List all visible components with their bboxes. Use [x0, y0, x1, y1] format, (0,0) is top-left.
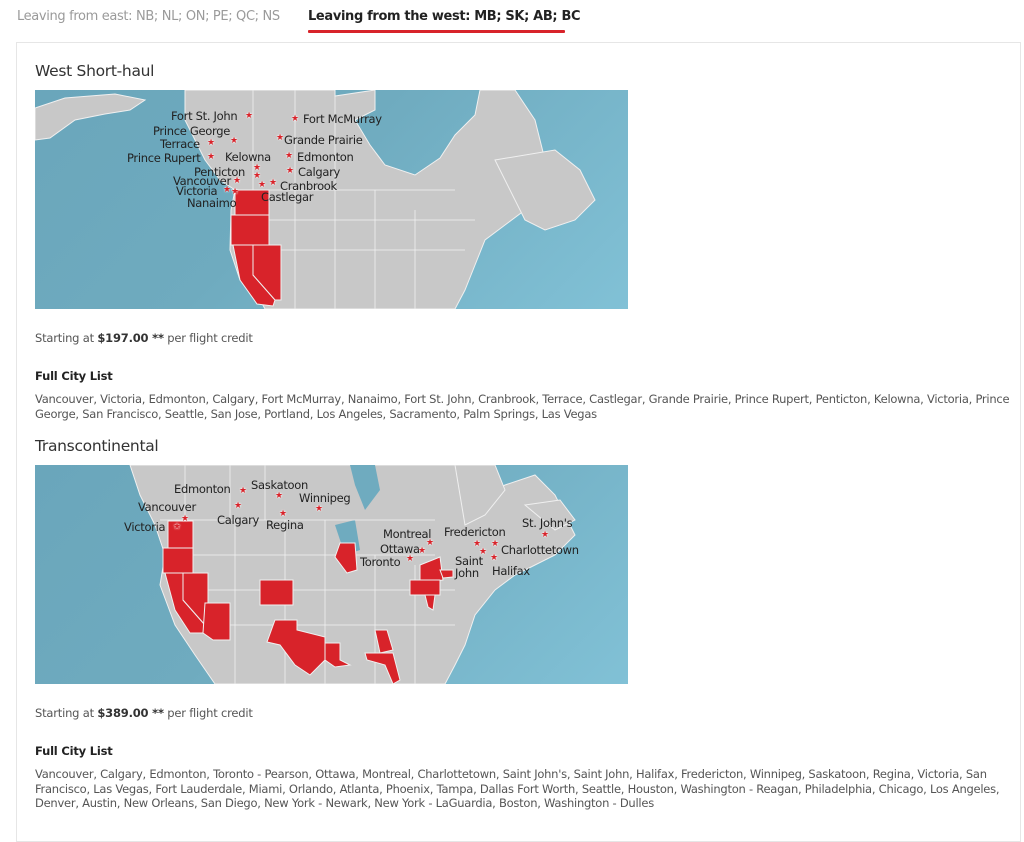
map-label: Winnipeg — [299, 491, 351, 505]
map-label: Penticton — [194, 165, 246, 179]
city-star-icon: ★ — [253, 171, 262, 181]
map-label: Vancouver — [138, 500, 196, 514]
map-label: Victoria — [124, 520, 166, 534]
map-label: Edmonton — [297, 150, 354, 164]
tab-leaving-from-west[interactable]: Leaving from the west: MB; SK; AB; BC — [308, 9, 581, 24]
city-star-icon: ★ — [275, 491, 284, 501]
full-city-list-text: Vancouver, Victoria, Edmonton, Calgary, … — [35, 392, 1010, 421]
map-label: Cranbrook — [280, 179, 337, 193]
map-label: Grande Prairie — [284, 133, 363, 147]
map-label: Prince Rupert — [127, 151, 201, 165]
city-star-icon: ★ — [230, 136, 239, 146]
map-label: Edmonton — [174, 482, 231, 496]
map-west-short-haul: Fort St. John ★ ★ Fort McMurray Prince G… — [35, 90, 628, 309]
map-label: Ottawa — [380, 542, 420, 556]
city-star-icon: ★ — [233, 176, 242, 186]
map-label: Terrace — [160, 137, 200, 151]
map-label: Fort St. John — [171, 109, 238, 123]
city-star-icon: ★ — [291, 114, 300, 124]
section-title-west-short-haul: West Short-haul — [35, 62, 155, 80]
city-star-icon: ★ — [279, 509, 288, 519]
city-star-icon: ★ — [426, 538, 435, 548]
map-label: Regina — [266, 518, 304, 532]
map-label: Kelowna — [225, 150, 271, 164]
price-value: $197.00 ** — [97, 331, 164, 345]
map-label: Saskatoon — [251, 478, 309, 492]
map-label: Fredericton — [444, 525, 506, 539]
map-label: Calgary — [298, 165, 341, 179]
price-suffix: per flight credit — [167, 331, 253, 345]
city-star-icon: ★ — [473, 539, 482, 549]
city-star-icon: ★ — [479, 547, 488, 557]
map-label: Nanaimo — [187, 196, 237, 210]
north-america-map-image — [35, 90, 596, 309]
tab-leaving-from-east[interactable]: Leaving from east: NB; NL; ON; PE; QC; N… — [17, 9, 280, 24]
map-label: Charlottetown — [501, 543, 579, 557]
city-star-icon: ★ — [541, 530, 550, 540]
map-label: Toronto — [360, 555, 401, 569]
city-star-icon: ★ — [181, 514, 190, 524]
section-title-transcontinental: Transcontinental — [35, 437, 159, 455]
city-star-icon: ★ — [253, 163, 262, 173]
map-label: Saint John — [455, 554, 483, 580]
full-city-list-heading: Full City List — [35, 369, 113, 383]
city-star-icon: ★ — [406, 554, 415, 564]
active-tab-indicator — [308, 30, 565, 33]
city-star-icon: ★ — [258, 180, 267, 190]
region-tabs: Leaving from east: NB; NL; ON; PE; QC; N… — [0, 0, 1024, 42]
city-star-icon: ★ — [285, 151, 294, 161]
city-star-icon: ★ — [239, 486, 248, 496]
city-star-icon: ★ — [173, 522, 182, 532]
city-star-icon: ★ — [276, 133, 285, 143]
city-star-icon: ★ — [418, 546, 427, 556]
map-label: Vancouver — [173, 174, 231, 188]
price-value: $389.00 ** — [97, 706, 164, 720]
city-star-icon: ★ — [231, 187, 240, 197]
city-star-icon: ★ — [286, 166, 295, 176]
city-star-icon: ★ — [223, 185, 232, 195]
map-label: Halifax — [492, 564, 530, 578]
city-star-icon: ★ — [269, 178, 278, 188]
city-star-icon: ★ — [207, 152, 216, 162]
map-label: Castlegar — [261, 190, 314, 204]
map-transcontinental: Edmonton ★ Saskatoon ★ Winnipeg ★ Vancou… — [35, 465, 628, 684]
full-city-list-heading: Full City List — [35, 744, 113, 758]
price-prefix: Starting at — [35, 706, 94, 720]
map-label: Montreal — [383, 527, 432, 541]
map-label: St. John's — [522, 516, 573, 530]
map-label: Prince George — [153, 124, 231, 138]
price-suffix: per flight credit — [167, 706, 253, 720]
price-line-west-short-haul: Starting at $197.00 ** per flight credit — [35, 331, 253, 345]
price-prefix: Starting at — [35, 331, 94, 345]
map-label: Calgary — [217, 513, 260, 527]
city-star-icon: ★ — [234, 501, 243, 511]
price-line-transcontinental: Starting at $389.00 ** per flight credit — [35, 706, 253, 720]
north-america-map-image — [129, 465, 576, 684]
city-star-icon: ★ — [491, 539, 500, 549]
city-star-icon: ★ — [490, 553, 499, 563]
map-label: Victoria — [176, 184, 218, 198]
full-city-list-text: Vancouver, Calgary, Edmonton, Toronto - … — [35, 767, 1000, 810]
map-label: Fort McMurray — [303, 112, 382, 126]
city-star-icon: ★ — [245, 111, 254, 121]
city-star-icon: ★ — [207, 138, 216, 148]
city-star-icon: ★ — [315, 504, 324, 514]
